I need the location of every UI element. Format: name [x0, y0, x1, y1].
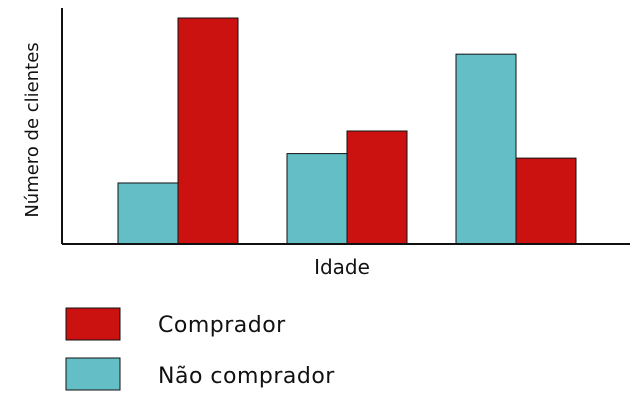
- y-axis-label: Número de clientes: [22, 42, 43, 217]
- legend-swatch-nao-comprador: [65, 357, 121, 391]
- legend-label-nao-comprador: Não comprador: [158, 364, 335, 389]
- bar-comprador-group-1: [177, 17, 239, 245]
- bar-comprador-group-2: [346, 130, 408, 245]
- legend-swatch-comprador: [65, 307, 121, 341]
- x-axis-label: Idade: [314, 255, 370, 279]
- bar-nao-comprador-group-1: [117, 182, 179, 245]
- legend-entry-nao-comprador: Não comprador: [65, 357, 335, 391]
- bar-nao-comprador-group-2: [286, 153, 348, 245]
- bar-comprador-group-3: [515, 157, 577, 245]
- bars-layer: [117, 17, 577, 245]
- legend: Comprador Não comprador: [65, 307, 335, 391]
- bar-nao-comprador-group-3: [455, 53, 517, 245]
- legend-entry-comprador: Comprador: [65, 307, 286, 341]
- legend-label-comprador: Comprador: [158, 313, 286, 338]
